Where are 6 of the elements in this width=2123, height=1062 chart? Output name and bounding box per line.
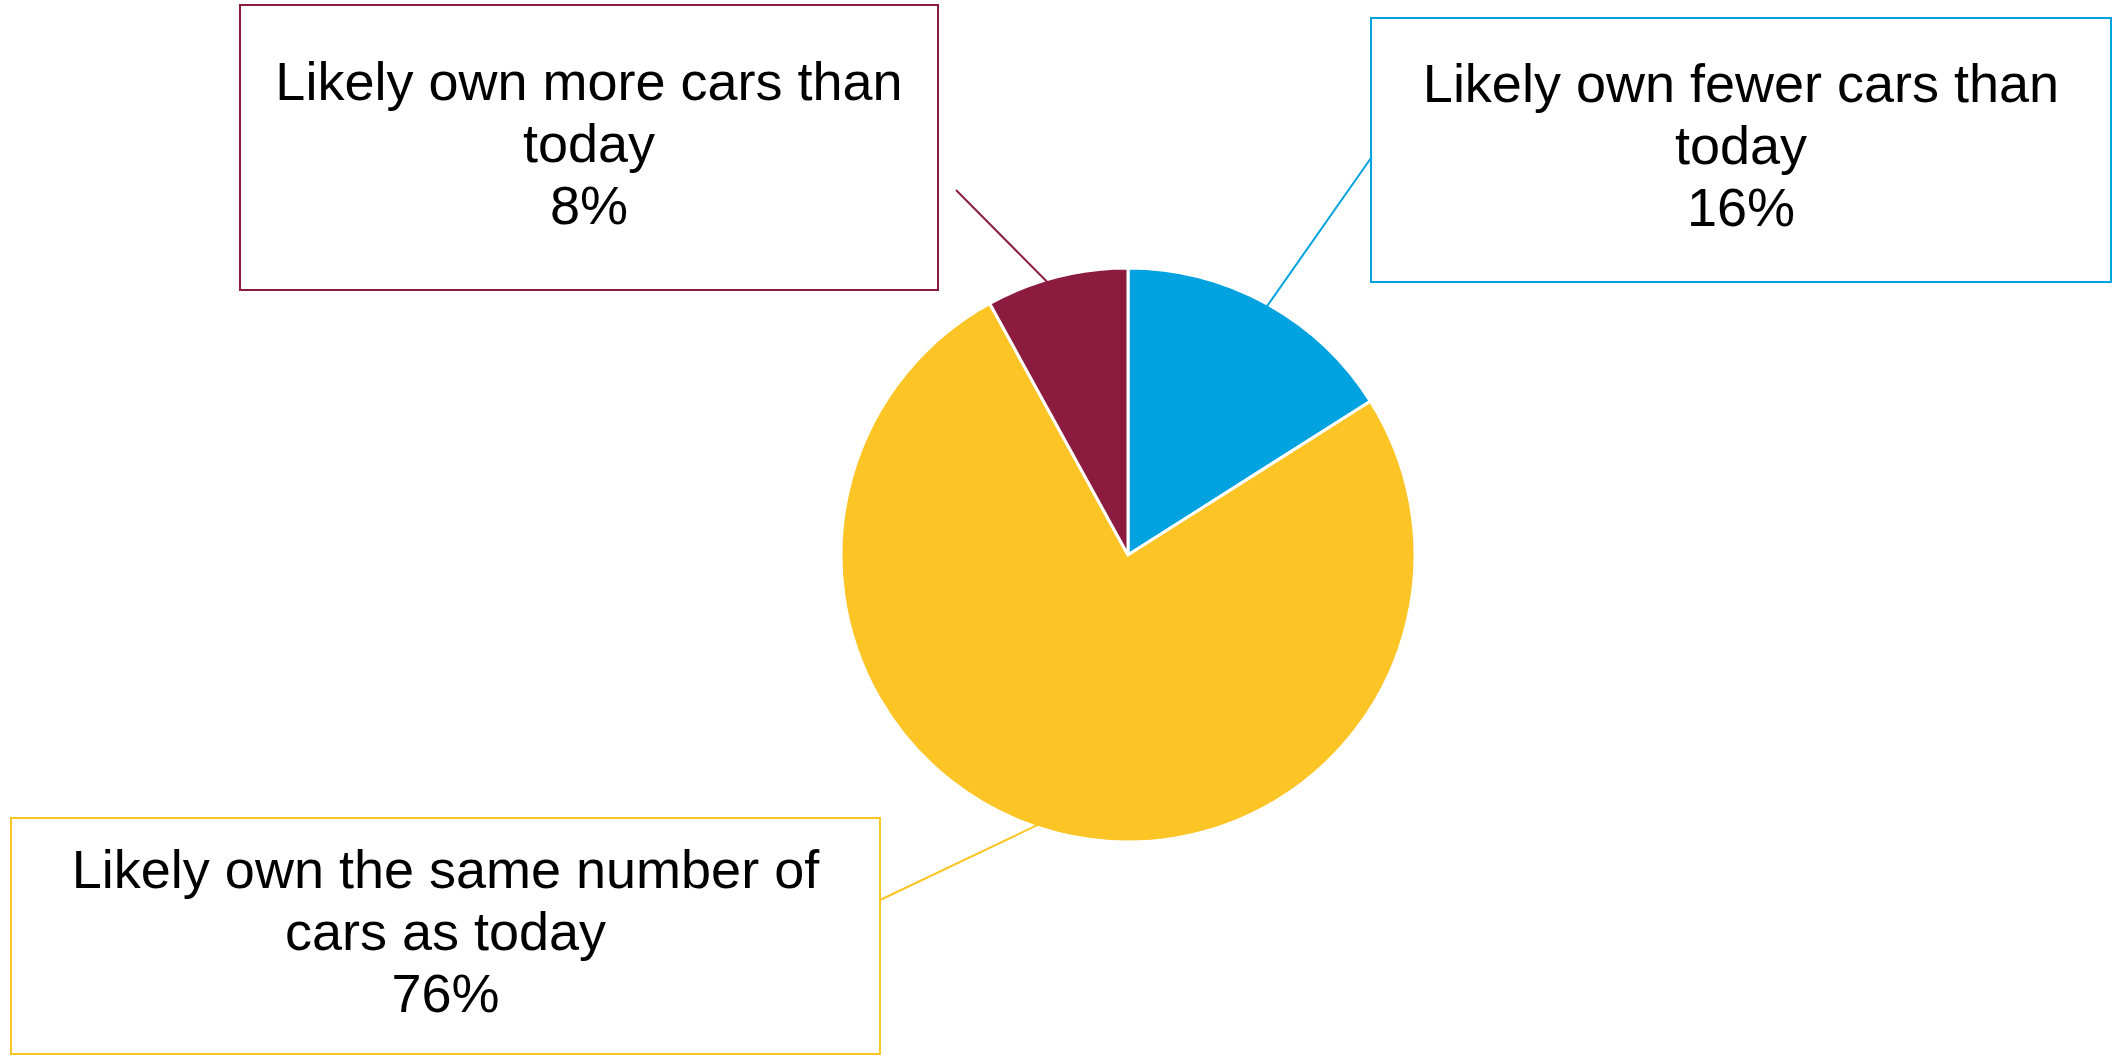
slice-label: Likely own the same number of cars as today bbox=[71, 839, 821, 962]
data-label: 8% bbox=[549, 174, 629, 235]
data-label: 76% bbox=[391, 963, 500, 1024]
data-label: 16% bbox=[1686, 177, 1796, 238]
slice-label: Likely own fewer cars than today bbox=[1422, 53, 2060, 176]
slice-label: Likely own more cars than today bbox=[275, 50, 903, 173]
